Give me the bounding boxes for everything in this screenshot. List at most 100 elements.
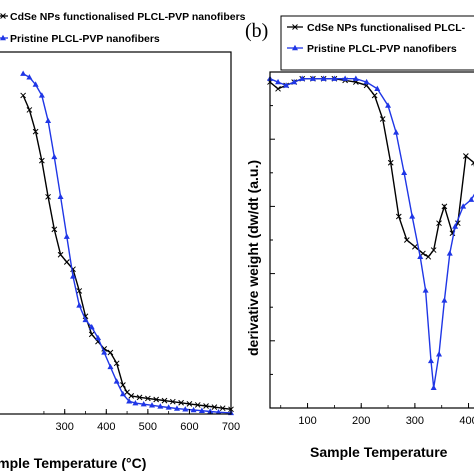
- data-point-x-marker: [32, 128, 39, 135]
- x-tick-label: 500: [139, 421, 157, 433]
- x-tick-label: 700: [222, 421, 240, 433]
- panel-b-plot-area: [267, 75, 474, 391]
- marker-stroke: [82, 313, 89, 320]
- data-point-triangle-marker: [38, 92, 45, 98]
- marker-stroke: [113, 360, 120, 367]
- data-point-triangle-marker: [446, 250, 453, 256]
- x-tick-label: 400: [459, 415, 474, 427]
- data-point-triangle-marker: [320, 75, 327, 81]
- data-point-triangle-marker: [215, 408, 222, 415]
- data-point-triangle-marker: [393, 129, 400, 135]
- data-point-triangle-marker: [113, 378, 120, 384]
- data-point-x-marker: [63, 259, 70, 265]
- data-point-triangle-marker: [401, 169, 408, 175]
- data-point-triangle-marker: [422, 287, 429, 293]
- panel-b: (b) 100 200 300 400 derivative weight (dw/d…: [245, 15, 474, 460]
- data-point-triangle-marker: [275, 78, 282, 85]
- panel-b-x-axis-title: Sample Temperature: [310, 444, 448, 460]
- data-point-x-marker: [371, 92, 378, 99]
- data-point-x-marker: [425, 253, 432, 260]
- data-point-x-marker: [128, 393, 135, 399]
- data-point-triangle-marker: [309, 75, 316, 81]
- marker-stroke: [169, 398, 176, 405]
- data-point-x-marker: [169, 398, 176, 405]
- data-point-x-marker: [51, 226, 58, 233]
- x-tick-label: 300: [56, 421, 74, 433]
- data-point-triangle-marker: [126, 398, 133, 404]
- data-point-x-marker: [203, 403, 209, 409]
- data-point-triangle-marker: [82, 316, 89, 323]
- series-line-1: [269, 78, 474, 388]
- data-point-triangle-marker: [374, 85, 381, 91]
- data-point-x-marker: [45, 193, 51, 200]
- data-point-triangle-marker: [132, 399, 139, 406]
- marker-stroke: [128, 393, 135, 399]
- x-tick-label: 400: [97, 421, 115, 433]
- data-point-triangle-marker: [342, 75, 349, 81]
- data-point-x-marker: [412, 243, 418, 250]
- marker-stroke: [153, 396, 160, 403]
- data-point-x-marker: [76, 288, 83, 294]
- marker-stroke: [379, 116, 386, 122]
- marker-stroke: [124, 389, 130, 396]
- data-point-x-marker: [219, 405, 226, 412]
- data-point-triangle-marker: [436, 351, 443, 357]
- data-point-triangle-marker: [45, 117, 52, 123]
- marker-stroke: [292, 24, 298, 30]
- data-point-triangle-marker: [94, 334, 101, 341]
- data-point-x-marker: [20, 92, 26, 99]
- legend-label-pristine-b: Pristine PLCL-PVP nanofibers: [307, 43, 457, 55]
- data-point-x-marker: [441, 203, 448, 210]
- legend-triangle-marker: [0, 34, 6, 41]
- data-point-x-marker: [113, 360, 120, 367]
- marker-stroke: [20, 92, 26, 99]
- panel-a-x-axis-title: Sample Temperature (°C): [0, 455, 146, 471]
- data-point-triangle-marker: [427, 357, 434, 364]
- legend-label-cdse-b: CdSe NPs functionalised PLCL-: [307, 22, 466, 34]
- data-point-x-marker: [107, 349, 114, 356]
- marker-stroke: [203, 403, 209, 409]
- panel-a-legend: CdSe NPs functionalised PLCL-PVP nanofib…: [0, 11, 246, 45]
- data-point-triangle-marker: [291, 78, 298, 85]
- data-point-triangle-marker: [165, 404, 172, 410]
- data-point-triangle-marker: [441, 297, 448, 303]
- data-point-x-marker: [38, 157, 45, 164]
- marker-stroke: [38, 157, 45, 164]
- marker-stroke: [211, 404, 218, 410]
- data-point-x-marker: [463, 153, 469, 159]
- data-point-triangle-marker: [173, 405, 180, 411]
- data-point-triangle-marker: [107, 363, 114, 370]
- data-point-triangle-marker: [70, 273, 77, 279]
- marker-stroke: [463, 153, 469, 159]
- data-point-x-marker: [387, 159, 394, 166]
- data-point-x-marker: [379, 116, 386, 122]
- panel-b-axes-frame: [269, 71, 474, 409]
- panel-b-y-axis-title: derivative weight (dw/dt (a.u.): [245, 160, 261, 356]
- legend-x-marker: [0, 13, 6, 19]
- marker-stroke: [178, 399, 184, 406]
- data-point-x-marker: [153, 396, 160, 403]
- marker-stroke: [70, 266, 76, 273]
- marker-stroke: [107, 349, 114, 356]
- data-point-triangle-marker: [430, 384, 437, 391]
- marker-stroke: [32, 128, 39, 135]
- data-point-x-marker: [420, 250, 426, 257]
- marker-stroke: [101, 345, 108, 352]
- data-point-triangle-marker: [57, 193, 64, 199]
- data-point-triangle-marker: [385, 102, 392, 108]
- data-point-triangle-marker: [363, 78, 370, 85]
- x-tick-label: 600: [180, 421, 198, 433]
- data-point-triangle-marker: [88, 323, 95, 330]
- data-point-x-marker: [275, 85, 281, 92]
- data-point-x-marker: [178, 399, 184, 406]
- data-point-triangle-marker: [119, 390, 126, 397]
- data-point-triangle-marker: [51, 153, 58, 160]
- data-point-triangle-marker: [198, 407, 205, 413]
- data-point-x-marker: [88, 331, 95, 338]
- data-point-x-marker: [145, 395, 151, 402]
- data-point-triangle-marker: [207, 408, 214, 414]
- data-point-x-marker: [194, 402, 201, 408]
- legend-label-pristine-a: Pristine PLCL-PVP nanofibers: [10, 33, 160, 45]
